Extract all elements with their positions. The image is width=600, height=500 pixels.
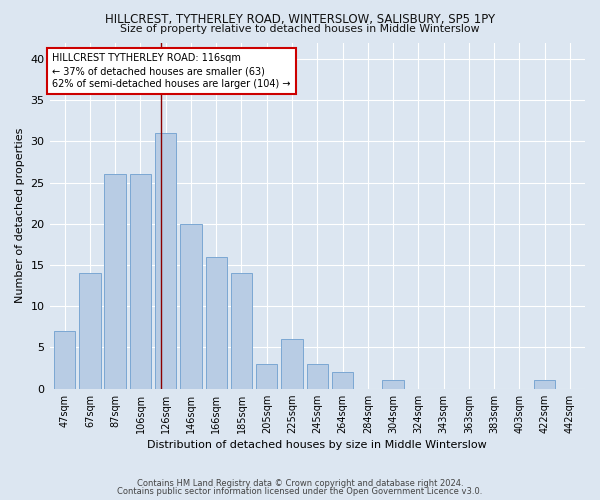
Bar xyxy=(307,364,328,388)
Text: Contains HM Land Registry data © Crown copyright and database right 2024.: Contains HM Land Registry data © Crown c… xyxy=(137,478,463,488)
Text: HILLCREST TYTHERLEY ROAD: 116sqm
← 37% of detached houses are smaller (63)
62% o: HILLCREST TYTHERLEY ROAD: 116sqm ← 37% o… xyxy=(52,53,291,90)
Text: Contains public sector information licensed under the Open Government Licence v3: Contains public sector information licen… xyxy=(118,487,482,496)
Bar xyxy=(130,174,151,388)
Bar xyxy=(256,364,277,388)
Bar xyxy=(54,331,76,388)
Y-axis label: Number of detached properties: Number of detached properties xyxy=(15,128,25,304)
Bar xyxy=(206,257,227,388)
Text: Size of property relative to detached houses in Middle Winterslow: Size of property relative to detached ho… xyxy=(120,24,480,34)
Bar xyxy=(534,380,556,388)
Bar xyxy=(155,133,176,388)
Bar xyxy=(332,372,353,388)
Bar xyxy=(79,274,101,388)
Bar xyxy=(281,339,303,388)
Text: HILLCREST, TYTHERLEY ROAD, WINTERSLOW, SALISBURY, SP5 1PY: HILLCREST, TYTHERLEY ROAD, WINTERSLOW, S… xyxy=(105,12,495,26)
Bar xyxy=(382,380,404,388)
X-axis label: Distribution of detached houses by size in Middle Winterslow: Distribution of detached houses by size … xyxy=(148,440,487,450)
Bar xyxy=(104,174,126,388)
Bar xyxy=(180,224,202,388)
Bar xyxy=(231,274,252,388)
